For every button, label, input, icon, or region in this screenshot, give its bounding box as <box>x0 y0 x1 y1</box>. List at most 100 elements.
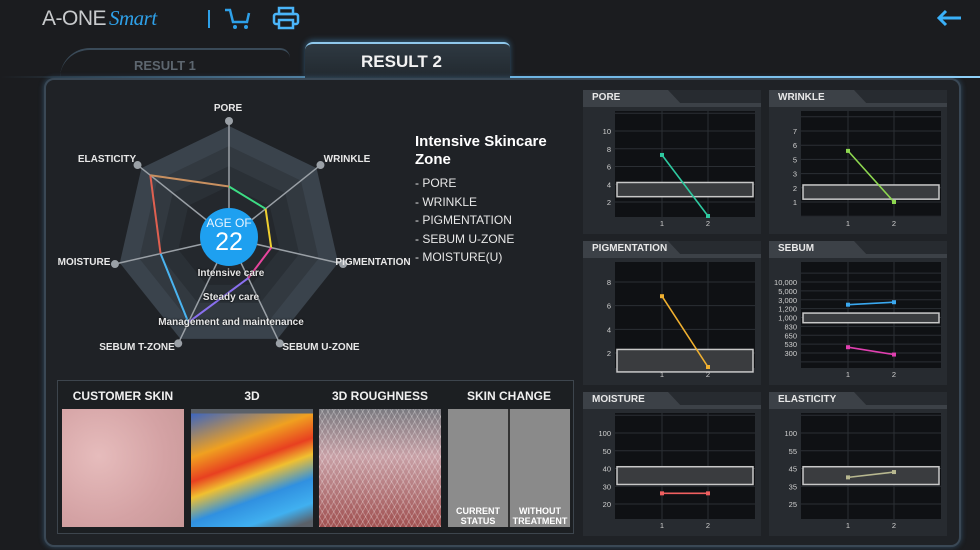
reference-band <box>802 465 940 486</box>
y-tick-label: 45 <box>789 465 797 474</box>
chart-moisture: MOISTURE 20 30 40 50 100 1 2 <box>583 392 761 536</box>
radar-label-sebum-u-zone: SEBUM U-ZONE <box>282 342 360 353</box>
y-tick-label: 2 <box>793 184 797 193</box>
series-line <box>847 471 895 479</box>
skin-change-image[interactable]: CURRENT STATUS WITHOUT TREATMENT <box>448 409 570 527</box>
3d-roughness-image[interactable] <box>319 409 441 527</box>
radar-axis-dot <box>110 260 119 269</box>
x-tick-label: 2 <box>706 370 710 379</box>
y-tick-label: 650 <box>784 331 797 340</box>
series-line <box>847 346 895 356</box>
x-tick-label: 2 <box>892 219 896 228</box>
customer-skin: CUSTOMER SKIN <box>62 381 184 533</box>
radar-data-segment <box>228 185 267 210</box>
tab-result-1[interactable]: RESULT 1 <box>60 48 290 78</box>
plot-area <box>801 111 941 217</box>
cart-icon[interactable] <box>223 6 253 35</box>
chart-title: WRINKLE <box>778 92 825 103</box>
y-tick-label: 25 <box>789 500 797 509</box>
radar-label-elasticity: ELASTICITY <box>77 154 137 165</box>
x-tick-label: 2 <box>706 521 710 530</box>
y-tick-label: 530 <box>784 340 797 349</box>
radar-axis-dot <box>316 161 325 170</box>
radar-label-pore: PORE <box>213 103 243 114</box>
x-tick-label: 1 <box>846 219 850 228</box>
data-point <box>892 352 896 357</box>
level-management: Management and maintenance <box>158 317 304 328</box>
radar-data-segment <box>149 175 162 254</box>
y-tick-label: 1,200 <box>778 305 797 314</box>
x-tick-label: 1 <box>660 219 664 228</box>
y-tick-label: 300 <box>784 349 797 358</box>
age-value: 22 <box>215 228 243 256</box>
y-tick-label: 6 <box>607 302 611 311</box>
tab-result-2[interactable]: RESULT 2 <box>305 42 510 78</box>
radar-label-pigmentation: PIGMENTATION <box>335 257 411 268</box>
tab-label: RESULT 1 <box>134 58 196 73</box>
radar-axis-dot <box>174 339 183 348</box>
data-point <box>892 470 896 475</box>
x-tick-label: 1 <box>660 370 664 379</box>
y-tick-label: 6 <box>793 141 797 150</box>
y-tick-label: 30 <box>603 482 611 491</box>
radar-label-moisture: MOISTURE <box>57 257 111 268</box>
data-point <box>660 294 664 299</box>
data-point <box>846 302 850 307</box>
data-point <box>660 152 664 157</box>
x-tick-label: 1 <box>846 370 850 379</box>
x-tick-label: 1 <box>660 521 664 530</box>
y-tick-label: 10 <box>603 127 611 136</box>
y-tick-label: 5,000 <box>778 287 797 296</box>
y-tick-label: 3,000 <box>778 296 797 305</box>
y-tick-label: 50 <box>603 447 611 456</box>
3d-image[interactable] <box>191 409 313 527</box>
customer-skin-image[interactable] <box>62 409 184 527</box>
x-tick-label: 2 <box>892 521 896 530</box>
data-point <box>846 148 850 153</box>
radar-axis-dot <box>225 117 233 125</box>
y-tick-label: 8 <box>607 278 611 287</box>
chart-title: PORE <box>592 92 621 103</box>
series-line <box>661 295 709 368</box>
reference-band <box>616 348 754 373</box>
chart-pore: PORE 2 4 6 8 10 1 2 <box>583 90 761 234</box>
reference-band <box>616 181 754 198</box>
reference-band <box>616 465 754 486</box>
zone-title: Intensive Skincare Zone <box>415 133 547 168</box>
y-tick-label: 2 <box>607 198 611 207</box>
image-title: SKIN CHANGE <box>466 389 551 403</box>
chart-wrinkle: WRINKLE 1 2 3 5 6 7 1 2 <box>769 90 947 234</box>
logo: A-ONE Smart <box>42 6 157 31</box>
plot-area <box>615 111 755 217</box>
y-tick-label: 100 <box>598 429 611 438</box>
y-tick-label: 6 <box>607 163 611 172</box>
data-point <box>660 491 664 496</box>
series-line <box>661 154 709 217</box>
zone-item: - SEBUM U-ZONE <box>415 231 515 246</box>
skin-3d: 3D <box>191 381 313 533</box>
y-tick-label: 7 <box>793 127 797 136</box>
y-tick-label: 5 <box>793 155 797 164</box>
chart-title: MOISTURE <box>592 394 645 405</box>
radar-axis-dot <box>133 161 142 170</box>
skin-images-panel: CUSTOMER SKIN 3D 3D ROUGHNESS SKIN CHANG… <box>57 380 574 534</box>
x-tick-label: 2 <box>892 370 896 379</box>
age-label: AGE OF <box>206 216 252 230</box>
zone-item: - MOISTURE(U) <box>415 250 503 264</box>
logo-script: Smart <box>109 6 157 30</box>
caption-current-status: CURRENT STATUS <box>456 506 500 526</box>
chart-title: SEBUM <box>778 243 815 254</box>
radar-label-sebum-t-zone: SEBUM T-ZONE <box>99 342 175 353</box>
chart-sebum: SEBUM 300 530 650 830 1,000 1,200 3,000 5,000 10,… <box>769 241 947 385</box>
y-tick-label: 40 <box>603 465 611 474</box>
radar-axis-dot <box>275 339 284 348</box>
data-point <box>892 200 896 204</box>
series-line <box>847 301 895 306</box>
data-point <box>706 365 710 369</box>
y-tick-label: 830 <box>784 322 797 331</box>
skin-change: SKIN CHANGE CURRENT STATUS WITHOUT TREAT… <box>448 381 570 533</box>
chart-title: ELASTICITY <box>778 394 837 405</box>
tab-label: RESULT 2 <box>361 52 442 71</box>
back-arrow-icon[interactable] <box>935 8 963 33</box>
printer-icon[interactable] <box>272 6 300 35</box>
